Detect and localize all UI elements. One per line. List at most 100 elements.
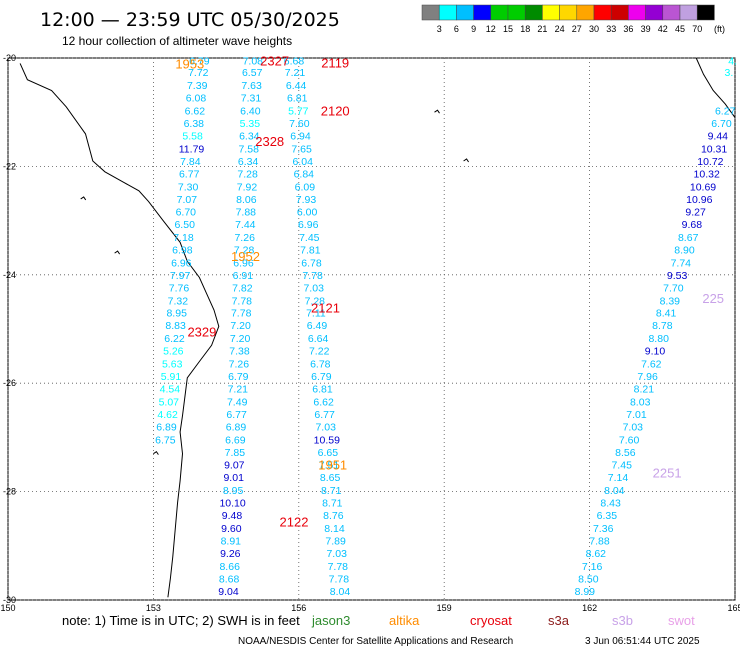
wave-height-label: 8.41	[656, 308, 677, 320]
wave-height-label: 6.49	[307, 320, 328, 332]
wave-height-label: 6.96	[233, 257, 254, 269]
colorbar-label: 6	[454, 24, 459, 34]
wave-height-label: 7.28	[237, 168, 258, 180]
wave-height-label: 6.91	[233, 270, 254, 282]
wave-height-label: 10.96	[686, 194, 712, 206]
wave-height-label: 7.31	[241, 93, 262, 105]
wave-height-label: 10.31	[701, 144, 727, 156]
wave-height-label: 6.22	[164, 333, 185, 345]
wave-height-label: 8.65	[320, 472, 341, 484]
wave-height-label: 5.58	[182, 131, 203, 143]
wave-height-label: 8.71	[322, 497, 343, 509]
coastline	[19, 57, 736, 598]
colorbar-label: 30	[589, 24, 599, 34]
wave-height-label: 6.77	[179, 168, 200, 180]
colorbar-swatch	[628, 4, 646, 21]
wave-height-label: 6.65	[318, 447, 339, 459]
colorbar-label: 18	[520, 24, 530, 34]
wave-height-label: 6.00	[297, 206, 318, 218]
pass-time-label: 2120	[321, 104, 350, 119]
colorbar-swatch	[645, 4, 664, 21]
colorbar-swatch	[610, 4, 629, 21]
wave-height-label: 7.84	[180, 156, 201, 168]
wave-height-label: 7.38	[229, 346, 250, 358]
wave-height-label: 7.03	[326, 548, 347, 560]
wave-height-label: 8.95	[223, 485, 244, 497]
footer-note: note: 1) Time is in UTC; 2) SWH is in fe…	[62, 613, 300, 628]
wave-height-label: 9.60	[221, 523, 242, 535]
colorbar-label: 12	[486, 24, 496, 34]
wave-height-label: 6.98	[172, 244, 193, 256]
wave-height-label: 7.81	[300, 244, 321, 256]
wave-height-label: 6.50	[174, 219, 195, 231]
wave-height-label: 6.34	[238, 156, 259, 168]
legend-mission-swot: swot	[668, 613, 695, 628]
wave-height-label: 6.96	[171, 257, 192, 269]
island-outline	[463, 158, 470, 163]
wave-height-label: 8.39	[660, 295, 681, 307]
wave-height-label: 7.08	[243, 56, 264, 68]
wave-height-label: 9.26	[220, 548, 241, 560]
legend-mission-s3a: s3a	[548, 613, 570, 628]
new-caledonia-coastline	[695, 57, 736, 118]
wave-height-label: 9.53	[667, 270, 688, 282]
wave-height-label: 6.38	[184, 118, 205, 130]
x-tick-label: 159	[437, 603, 452, 613]
wave-height-label: 7.03	[315, 422, 336, 434]
wave-height-label: 7.70	[663, 282, 684, 294]
colorbar-label: 42	[658, 24, 668, 34]
wave-height-label: 7.88	[236, 206, 257, 218]
wave-height-label: 6.96	[298, 219, 319, 231]
wave-height-label: 8.21	[634, 384, 655, 396]
wave-height-label: 9.27	[685, 206, 706, 218]
colorbar-label: 24	[555, 24, 565, 34]
legend-mission-jason3: jason3	[311, 613, 350, 628]
pass-time-labels: 1953 2327 2119 2120 2328 1952 2121 2329 1951 2122…	[175, 54, 724, 530]
wave-height-label: 7.49	[227, 397, 248, 409]
wave-height-label: 8.90	[674, 244, 695, 256]
x-tick-label: 150	[0, 603, 15, 613]
axis-tick-labels: 150 153 156 159 162 165 -20 -22 -24 -26 -28 -30	[0, 53, 740, 613]
wave-height-label: 5.77	[288, 106, 309, 118]
wave-height-label: 7.82	[232, 282, 253, 294]
wave-height-label: 7.78	[329, 573, 350, 585]
wave-height-label: 6.44	[286, 80, 307, 92]
wave-height-label: 6.75	[155, 435, 176, 447]
wave-height-label: 9.04	[218, 586, 239, 598]
wave-height-label: 6.35	[597, 510, 618, 522]
wave-height-label: 6.70	[176, 206, 197, 218]
legend-mission-s3b: s3b	[612, 613, 633, 628]
wave-height-label: 3.	[725, 67, 734, 79]
wave-height-label: 7.58	[238, 144, 259, 156]
pass-time-label: 2328	[255, 134, 284, 149]
colorbar-unit: (ft)	[714, 24, 725, 34]
wave-height-label: 6.70	[711, 118, 732, 130]
wave-height-label: 8.78	[652, 320, 673, 332]
wave-height-label: 7.60	[289, 118, 310, 130]
wave-height-label: 6.94	[290, 131, 311, 143]
wave-height-label: 10.72	[697, 156, 723, 168]
wave-height-label: 7.07	[177, 194, 198, 206]
wave-height-label: 6.69	[225, 435, 246, 447]
wave-height-label: 6.09	[295, 182, 316, 194]
wave-height-label: 7.78	[328, 561, 349, 573]
wave-height-label: 8.99	[575, 586, 596, 598]
wave-height-label: 7.74	[671, 257, 692, 269]
wave-height-label: 6.62	[185, 106, 206, 118]
colorbar-label: 9	[471, 24, 476, 34]
wave-height-label: 11.79	[179, 144, 205, 156]
pass-time-label: 2121	[311, 300, 340, 315]
wave-height-label: 7.65	[291, 144, 312, 156]
y-tick-label: -24	[3, 270, 16, 280]
footer-timestamp: 3 Jun 06:51:44 UTC 2025	[585, 636, 700, 647]
wave-height-label: 6.89	[156, 422, 177, 434]
wave-height-label: 9.10	[645, 346, 666, 358]
wave-height-label: 4.54	[160, 384, 181, 396]
wave-height-label: 7.44	[235, 219, 256, 231]
wave-height-label: 6.62	[313, 397, 334, 409]
wave-height-label: 7.88	[589, 535, 610, 547]
wave-height-label: 8.80	[648, 333, 669, 345]
island-outline	[153, 450, 159, 455]
wave-height-label: 4.62	[157, 409, 178, 421]
